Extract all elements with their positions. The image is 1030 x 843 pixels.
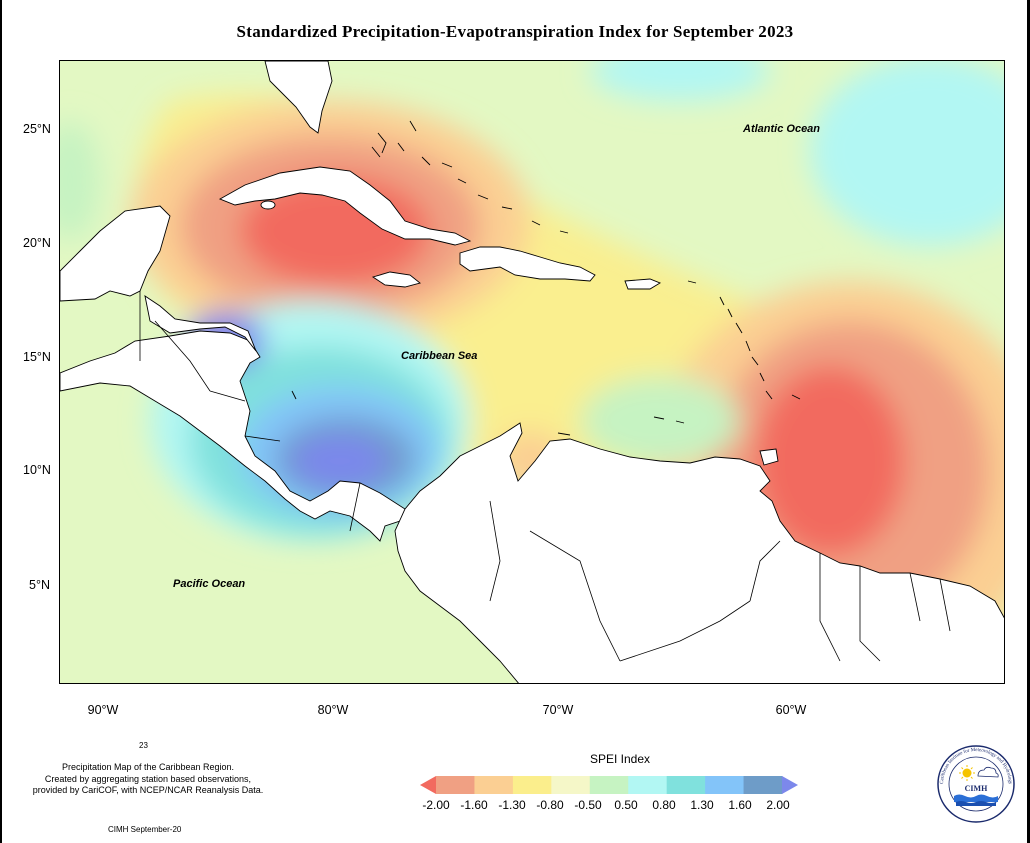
lat-tick-15n: 15°N <box>23 350 51 364</box>
legend-swatch <box>628 776 668 794</box>
legend-label: -0.50 <box>574 798 602 812</box>
legend-label: 1.60 <box>728 798 752 812</box>
legend-label: -1.60 <box>460 798 488 812</box>
lat-tick-10n: 10°N <box>23 463 51 477</box>
logo-text: CIMH <box>965 784 988 793</box>
legend-swatch <box>782 776 798 794</box>
map-caption: Precipitation Map of the Caribbean Regio… <box>8 762 288 797</box>
map-canvas <box>60 61 1004 683</box>
legend-swatch <box>474 776 514 794</box>
lat-tick-5n: 5°N <box>29 578 50 592</box>
sun-icon <box>959 765 975 781</box>
legend-label: 2.00 <box>766 798 790 812</box>
pacific-ocean-label: Pacific Ocean <box>173 578 246 590</box>
country-borders <box>139 291 951 662</box>
legend-label: 1.30 <box>690 798 714 812</box>
legend-swatch <box>551 776 591 794</box>
caption-line: Precipitation Map of the Caribbean Regio… <box>61 762 235 772</box>
caption-line: provided by CariCOF, with NCEP/NCAR Rean… <box>32 785 264 795</box>
lon-tick-60w: 60°W <box>775 703 807 717</box>
lat-tick-25n: 25°N <box>23 122 51 136</box>
legend-swatch <box>436 776 475 794</box>
florida <box>264 61 333 134</box>
legend-label: 0.50 <box>614 798 638 812</box>
legend-swatch <box>705 776 745 794</box>
land-masses <box>60 61 1004 683</box>
legend-swatch <box>666 776 706 794</box>
spei-map <box>59 60 1005 684</box>
puerto-rico <box>624 278 662 290</box>
honduras-coast <box>144 295 257 352</box>
legend-label: -0.80 <box>536 798 564 812</box>
footnote-number: 23 <box>139 741 148 750</box>
legend-colorbar <box>420 776 798 794</box>
caption-line: Created by aggregating station based obs… <box>44 773 252 784</box>
wave-icon <box>954 794 998 806</box>
lat-tick-20n: 20°N <box>23 236 51 250</box>
trinidad <box>759 448 779 466</box>
small-islands <box>291 120 801 436</box>
map-title: Standardized Precipitation-Evapotranspir… <box>236 22 794 41</box>
lon-tick-70w: 70°W <box>542 703 574 717</box>
legend-swatch <box>512 776 552 794</box>
cloud-icon <box>977 766 999 778</box>
date-note: CIMH September-20 <box>108 825 182 834</box>
jamaica <box>371 271 421 288</box>
legend-title: SPEI Index <box>589 752 651 766</box>
lon-tick-90w: 90°W <box>87 703 119 717</box>
hispaniola <box>459 246 596 282</box>
south-america <box>394 422 1004 683</box>
legend-label: 0.80 <box>652 798 676 812</box>
legend-swatch <box>589 776 629 794</box>
central-america <box>60 330 406 542</box>
isla-juventud <box>260 200 276 210</box>
mexico-yucatan <box>60 205 171 302</box>
caribbean-sea-label: Caribbean Sea <box>401 350 478 362</box>
cuba <box>218 166 472 246</box>
lon-tick-80w: 80°W <box>317 703 349 717</box>
legend-swatch <box>420 776 436 794</box>
legend-swatch <box>743 776 783 794</box>
legend-label: -2.00 <box>422 798 450 812</box>
atlantic-ocean-label: Atlantic Ocean <box>743 123 821 135</box>
cimh-logo: Caribbean Institute for Meteorology and … <box>937 745 1015 823</box>
legend-label: -1.30 <box>498 798 526 812</box>
